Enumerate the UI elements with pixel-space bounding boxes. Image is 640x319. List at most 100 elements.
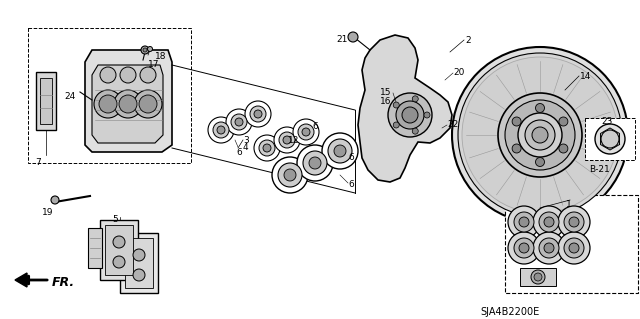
- Circle shape: [263, 144, 271, 152]
- Circle shape: [512, 117, 521, 126]
- Text: FR.: FR.: [52, 277, 75, 290]
- Circle shape: [412, 96, 419, 102]
- Circle shape: [274, 127, 300, 153]
- Circle shape: [564, 238, 584, 258]
- Circle shape: [533, 232, 565, 264]
- Text: 3: 3: [243, 136, 249, 145]
- Circle shape: [558, 232, 590, 264]
- Text: 19: 19: [42, 208, 54, 217]
- Circle shape: [133, 249, 145, 261]
- Circle shape: [536, 158, 545, 167]
- Circle shape: [250, 106, 266, 122]
- Polygon shape: [40, 78, 52, 124]
- Circle shape: [113, 256, 125, 268]
- Circle shape: [539, 238, 559, 258]
- Circle shape: [143, 48, 147, 52]
- Circle shape: [51, 196, 59, 204]
- Text: 24: 24: [64, 92, 76, 101]
- Circle shape: [452, 47, 628, 223]
- Circle shape: [595, 124, 625, 154]
- Circle shape: [532, 127, 548, 143]
- Circle shape: [498, 93, 582, 177]
- Polygon shape: [358, 35, 452, 182]
- Circle shape: [278, 163, 302, 187]
- Circle shape: [505, 100, 575, 170]
- Text: B-21: B-21: [589, 165, 611, 174]
- Text: 6: 6: [236, 148, 242, 157]
- Circle shape: [393, 102, 399, 108]
- Circle shape: [284, 169, 296, 181]
- Circle shape: [147, 47, 152, 51]
- Circle shape: [113, 236, 125, 248]
- Circle shape: [120, 67, 136, 83]
- Text: 18: 18: [155, 52, 166, 61]
- Circle shape: [531, 270, 545, 284]
- Text: 7: 7: [35, 158, 41, 167]
- Circle shape: [217, 126, 225, 134]
- Text: 6: 6: [348, 153, 354, 162]
- Circle shape: [393, 122, 399, 128]
- Circle shape: [254, 135, 280, 161]
- Text: 6: 6: [348, 180, 354, 189]
- Circle shape: [139, 95, 157, 113]
- Circle shape: [348, 32, 358, 42]
- Text: 22: 22: [447, 120, 458, 129]
- Circle shape: [298, 124, 314, 140]
- Text: 12: 12: [288, 136, 300, 145]
- Circle shape: [536, 103, 545, 113]
- Circle shape: [518, 113, 562, 157]
- Circle shape: [328, 139, 352, 163]
- Circle shape: [293, 119, 319, 145]
- Circle shape: [508, 206, 540, 238]
- Text: 1: 1: [566, 200, 572, 209]
- Circle shape: [539, 212, 559, 232]
- Text: 5: 5: [112, 215, 118, 224]
- Polygon shape: [105, 225, 133, 275]
- Circle shape: [412, 128, 419, 134]
- Circle shape: [297, 145, 333, 181]
- Text: 15: 15: [380, 88, 392, 97]
- Circle shape: [564, 212, 584, 232]
- Polygon shape: [15, 273, 27, 287]
- Text: 4: 4: [243, 143, 248, 152]
- Text: 2: 2: [465, 36, 470, 45]
- Circle shape: [259, 140, 275, 156]
- Circle shape: [213, 122, 229, 138]
- Circle shape: [402, 107, 418, 123]
- Polygon shape: [36, 72, 56, 130]
- Circle shape: [396, 101, 424, 129]
- Text: 21: 21: [336, 35, 348, 44]
- Bar: [520, 268, 556, 286]
- Polygon shape: [100, 220, 138, 280]
- Circle shape: [544, 217, 554, 227]
- Polygon shape: [88, 228, 102, 268]
- Text: 6: 6: [312, 122, 317, 131]
- Circle shape: [559, 144, 568, 153]
- Circle shape: [525, 120, 555, 150]
- Circle shape: [519, 243, 529, 253]
- Circle shape: [424, 112, 430, 118]
- Circle shape: [235, 118, 243, 126]
- Circle shape: [279, 132, 295, 148]
- Circle shape: [309, 157, 321, 169]
- Circle shape: [462, 57, 618, 213]
- Circle shape: [558, 206, 590, 238]
- Circle shape: [601, 130, 619, 148]
- Circle shape: [458, 53, 622, 217]
- Circle shape: [514, 238, 534, 258]
- Circle shape: [559, 117, 568, 126]
- Polygon shape: [85, 50, 172, 152]
- Circle shape: [119, 95, 137, 113]
- Bar: [585, 118, 635, 160]
- Text: SJA4B2200E: SJA4B2200E: [480, 307, 540, 317]
- Circle shape: [99, 95, 117, 113]
- Circle shape: [134, 90, 162, 118]
- Text: 20: 20: [453, 68, 465, 77]
- Circle shape: [519, 217, 529, 227]
- Circle shape: [231, 114, 247, 130]
- Circle shape: [388, 93, 432, 137]
- Circle shape: [283, 136, 291, 144]
- Circle shape: [133, 269, 145, 281]
- Circle shape: [141, 46, 149, 54]
- Circle shape: [533, 206, 565, 238]
